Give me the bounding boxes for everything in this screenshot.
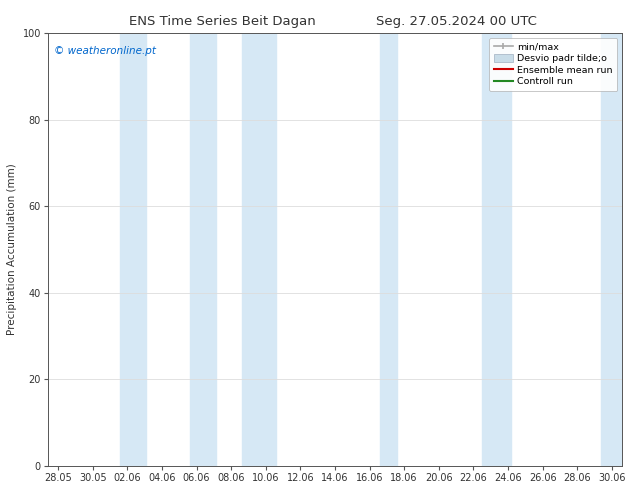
Text: Seg. 27.05.2024 00 UTC: Seg. 27.05.2024 00 UTC — [376, 15, 537, 28]
Bar — [120, 33, 146, 466]
Bar — [482, 33, 512, 466]
Text: © weatheronline.pt: © weatheronline.pt — [53, 46, 155, 56]
Bar — [602, 33, 634, 466]
Bar — [242, 33, 276, 466]
Y-axis label: Precipitation Accumulation (mm): Precipitation Accumulation (mm) — [7, 164, 17, 336]
Legend: min/max, Desvio padr tilde;o, Ensemble mean run, Controll run: min/max, Desvio padr tilde;o, Ensemble m… — [489, 38, 618, 91]
Bar — [190, 33, 216, 466]
Text: ENS Time Series Beit Dagan: ENS Time Series Beit Dagan — [129, 15, 315, 28]
Bar — [380, 33, 398, 466]
